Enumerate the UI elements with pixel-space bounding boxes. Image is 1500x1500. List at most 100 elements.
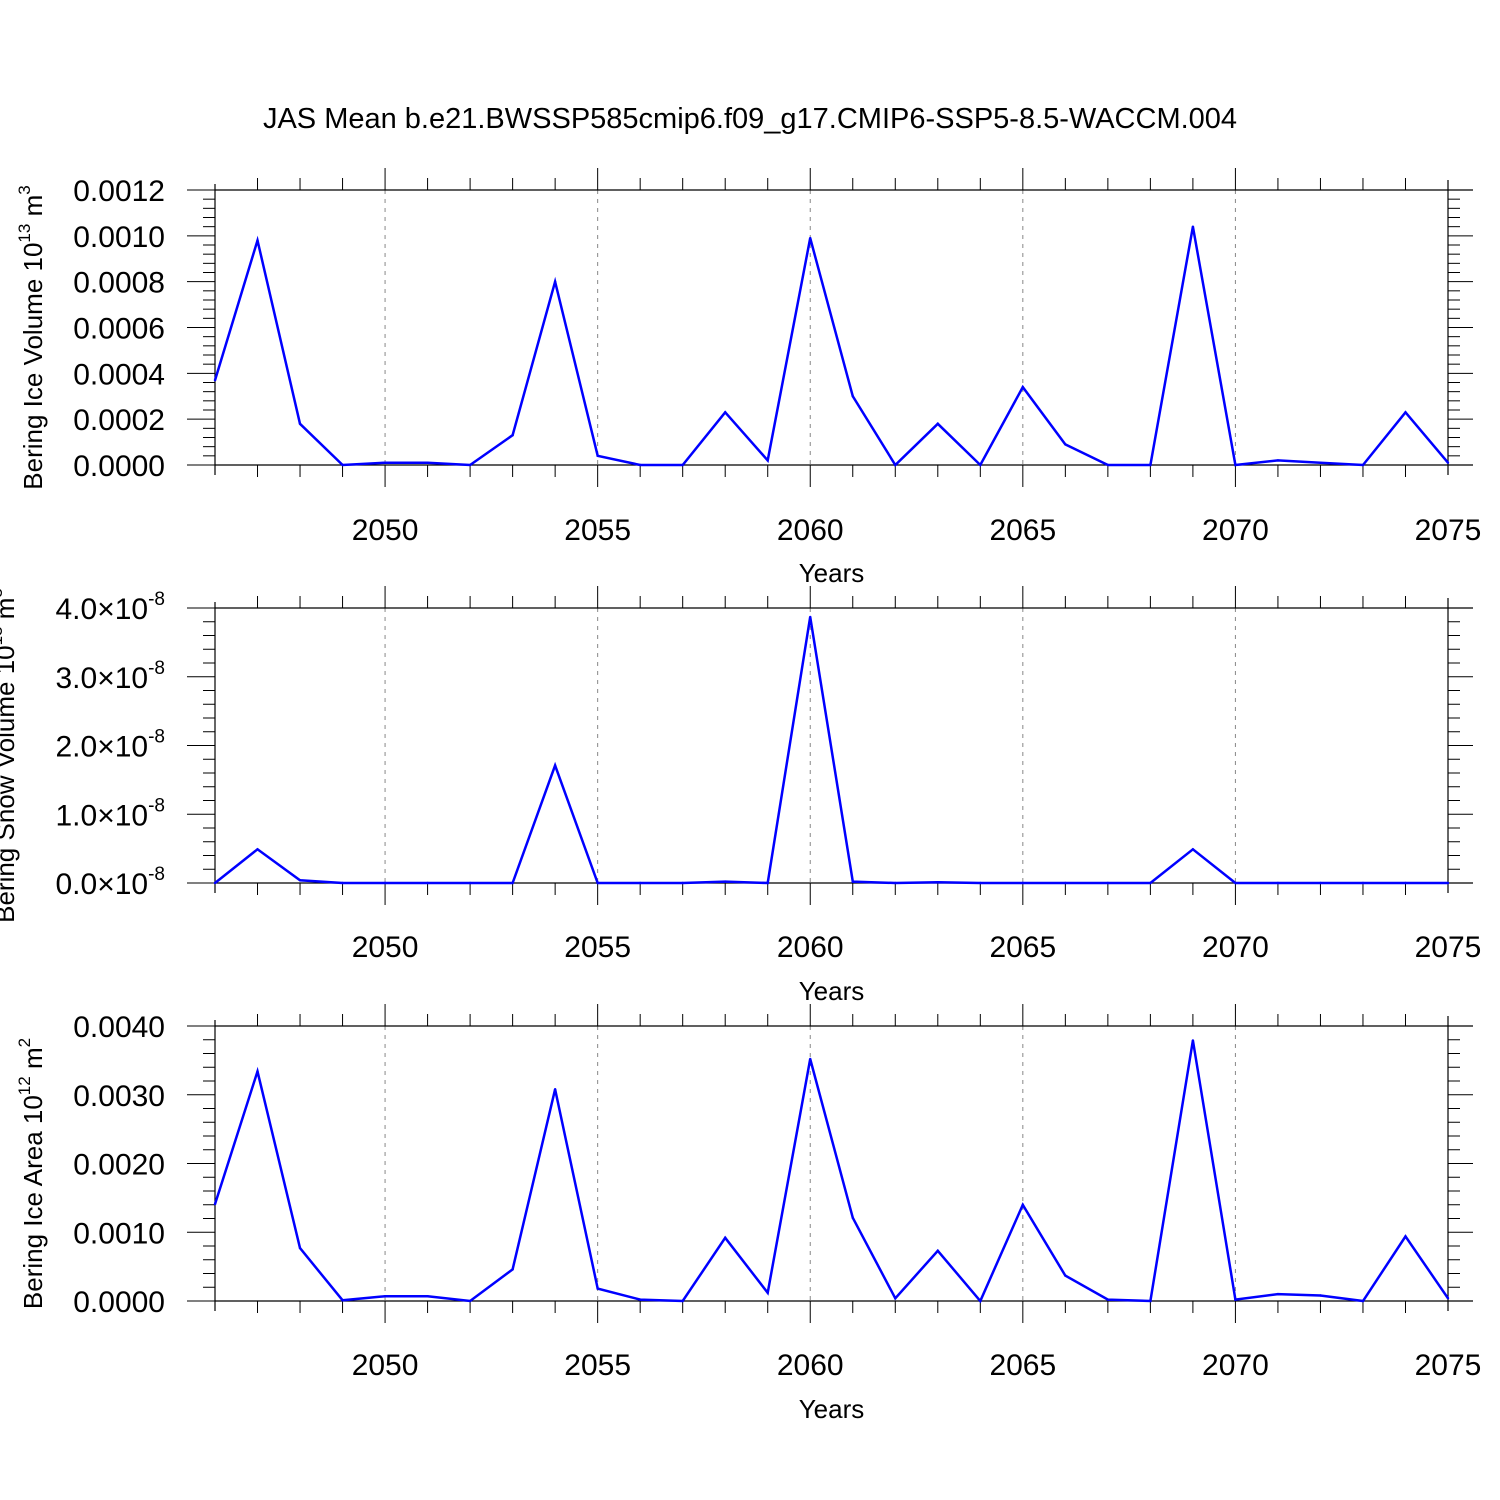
data-point (426, 881, 429, 885)
data-point (298, 422, 302, 425)
data-point (894, 1297, 897, 1300)
data-point (936, 881, 939, 884)
data-point (1446, 1297, 1450, 1300)
data-point (809, 615, 812, 619)
x-tick-label: 2050 (352, 931, 419, 964)
data-point (979, 881, 982, 885)
data-point (851, 1216, 854, 1220)
data-point (1234, 1298, 1237, 1301)
data-point (809, 236, 812, 240)
data-point (1234, 881, 1237, 885)
data-point (256, 239, 259, 242)
x-tick-label: 2055 (564, 1349, 631, 1382)
data-point (1319, 1294, 1322, 1297)
data-point (596, 1287, 599, 1290)
data-point (468, 881, 472, 885)
y-tick-label: 0.0012 (73, 175, 165, 208)
y-tick-label: 2.0×10-8 (56, 727, 166, 764)
data-point (1149, 463, 1152, 467)
y-tick-label: 0.0030 (73, 1080, 165, 1113)
ice-volume-panel: 0.0000 0.0002 0.0004 0.0006 0.0008 0.0010 0.00… (15, 168, 1481, 588)
data-point (1191, 848, 1195, 851)
y-tick-label: 0.0040 (73, 1011, 165, 1044)
x-tick-label: 2075 (1415, 931, 1482, 964)
data-point (426, 1294, 429, 1298)
y-axis-title: Bering Snow Volume 1013 m3 (0, 588, 20, 923)
chart-title: JAS Mean b.e21.BWSSP585cmip6.f09_g17.CMI… (263, 103, 1237, 135)
data-point (383, 881, 387, 885)
y-tick-label: 4.0×10-8 (56, 589, 166, 626)
data-point (1446, 461, 1450, 464)
data-point (298, 879, 302, 882)
data-point (383, 461, 387, 464)
y-tick-label: 0.0010 (73, 1217, 165, 1250)
data-point (724, 880, 727, 883)
data-point (511, 881, 514, 885)
data-point (1404, 411, 1407, 414)
data-point (256, 848, 259, 851)
x-tick-label: 2065 (989, 1349, 1056, 1382)
x-tick-label: 2060 (777, 931, 844, 964)
data-point (1404, 881, 1407, 885)
x-tick-label: 2060 (777, 1349, 844, 1382)
data-point (298, 1246, 302, 1250)
data-point (766, 881, 769, 885)
data-point (341, 463, 344, 467)
data-point (638, 1298, 642, 1301)
data-point (468, 1299, 472, 1303)
x-tick-label: 2075 (1415, 514, 1482, 547)
x-axis-title: Years (799, 558, 865, 588)
data-point (256, 1070, 259, 1073)
data-point (213, 379, 217, 382)
series-line (213, 1040, 1450, 1304)
data-point (341, 881, 344, 885)
data-point (766, 459, 769, 462)
x-tick-label: 2065 (989, 514, 1056, 547)
data-point (1446, 881, 1450, 885)
data-point (553, 280, 557, 283)
ice-area-panel: 0.0000 0.0010 0.0020 0.0030 0.0040 2050 2055 20… (15, 1004, 1481, 1424)
data-point (1191, 1039, 1195, 1042)
data-point (1191, 225, 1195, 228)
data-point (511, 434, 514, 437)
x-axis-title: Years (799, 976, 865, 1006)
data-point (979, 463, 982, 467)
data-point (1276, 881, 1280, 885)
data-point (1361, 881, 1365, 885)
data-point (766, 1291, 769, 1294)
data-point (681, 463, 684, 467)
data-point (1276, 1292, 1280, 1296)
data-point (1149, 881, 1152, 885)
data-point (1276, 459, 1280, 462)
data-point (1106, 881, 1110, 885)
snow-volume-panel: 0.0×10-8 1.0×10-8 2.0×10-8 3.0×10-8 4.0×10-8… (0, 586, 1481, 1006)
data-point (511, 1268, 514, 1271)
data-point (1361, 463, 1365, 467)
y-axis-title: Bering Ice Volume 1013 m3 (15, 185, 48, 489)
y-tick-label: 0.0004 (73, 358, 165, 391)
y-tick-label: 0.0020 (73, 1149, 165, 1182)
data-point (936, 1249, 939, 1253)
y-tick-label: 0.0000 (73, 450, 165, 483)
x-tick-label: 2070 (1202, 514, 1269, 547)
data-point (553, 1088, 557, 1091)
y-tick-label: 1.0×10-8 (56, 795, 166, 832)
data-point (979, 1299, 982, 1303)
y-tick-label: 0.0010 (73, 221, 165, 254)
data-point (894, 881, 897, 885)
data-point (1064, 1274, 1067, 1277)
data-point (383, 1294, 387, 1298)
data-point (681, 881, 684, 885)
data-point (1106, 463, 1110, 467)
y-tick-label: 0.0002 (73, 404, 165, 437)
y-tick-label: 3.0×10-8 (56, 658, 166, 695)
data-point (638, 463, 642, 467)
data-point (1064, 443, 1067, 446)
data-point (1404, 1235, 1407, 1238)
data-point (468, 463, 472, 467)
x-tick-label: 2050 (352, 514, 419, 547)
data-point (1106, 1298, 1110, 1301)
data-point (213, 881, 217, 885)
x-axis-title: Years (799, 1394, 865, 1424)
